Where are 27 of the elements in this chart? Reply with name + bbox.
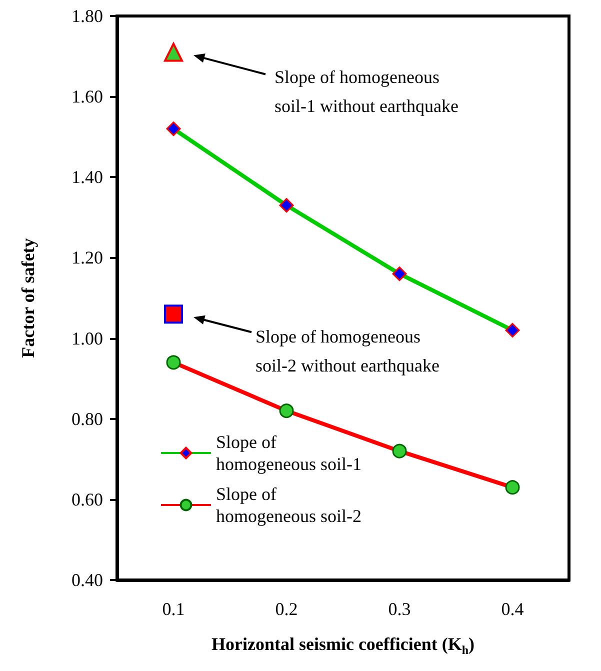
point <box>392 266 407 282</box>
point <box>505 480 520 495</box>
point <box>279 198 294 213</box>
y-tick-label: 0.40 <box>72 570 103 590</box>
point <box>166 122 181 136</box>
x-tick-label: 0.3 <box>388 599 411 619</box>
annotation: Slope of homogeneous soil-1 without earthquake <box>274 66 458 116</box>
point <box>505 322 520 338</box>
y-tick-label: 1.80 <box>72 6 103 26</box>
x-tick-label: 0.4 <box>501 599 524 619</box>
legend-label: Slope of homogeneous soil-1 <box>216 432 362 474</box>
point <box>392 444 407 458</box>
y-tick-label: 0.60 <box>72 489 103 510</box>
y-tick-label: 1.00 <box>72 328 103 348</box>
y-tick-label: 1.40 <box>72 167 103 188</box>
point <box>279 404 294 418</box>
legend-label: Slope of homogeneous soil-2 <box>216 484 362 526</box>
point <box>164 42 183 62</box>
y-tick-label: 1.20 <box>72 248 103 268</box>
annotation: Slope of homogeneous soil-2 without earthquake <box>256 326 440 376</box>
y-tick-label: 1.60 <box>72 86 103 107</box>
x-tick-label: 0.1 <box>162 599 185 619</box>
point <box>164 304 183 324</box>
x-tick-label: 0.2 <box>275 599 298 619</box>
y-axis-title: Factor of safety <box>18 238 38 358</box>
y-tick-label: 0.80 <box>72 408 103 429</box>
point <box>166 355 181 370</box>
